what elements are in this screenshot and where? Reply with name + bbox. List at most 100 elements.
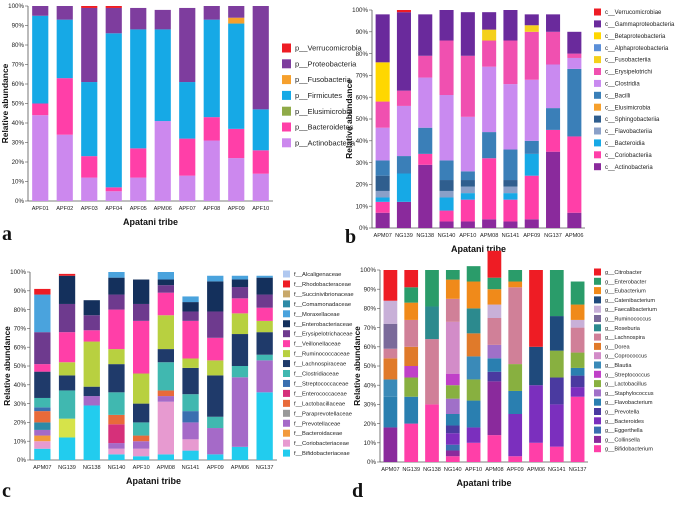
legend-label: c__Betaproteobacteria	[605, 34, 666, 40]
bar-segment	[182, 422, 199, 440]
bar-segment	[549, 350, 564, 378]
legend-label: c__Fusobacteriia	[605, 58, 651, 64]
bar-segment	[252, 109, 269, 151]
bar-segment	[404, 319, 419, 347]
legend-swatch	[283, 379, 290, 387]
bar-segment	[487, 435, 502, 462]
bar-segment	[133, 403, 150, 423]
bar-segment	[482, 132, 497, 159]
bar-segment	[154, 9, 171, 30]
bar-segment	[256, 277, 273, 295]
legend-swatch	[594, 44, 601, 52]
bar-segment	[182, 367, 199, 395]
legend-swatch	[594, 435, 601, 443]
bar-segment	[487, 344, 502, 359]
bar-segment	[157, 390, 174, 397]
legend-label: c__Erysipelotrichi	[605, 70, 652, 76]
bar-segment	[396, 201, 411, 228]
bar-segment	[56, 19, 73, 79]
legend-label: g__Faecalibacterium	[605, 307, 657, 313]
bar-segment	[445, 373, 460, 386]
bar-segment	[466, 427, 481, 443]
bar-segment	[503, 193, 518, 200]
legend-label: p__Bacteroidetes	[295, 123, 354, 132]
bar-segment	[487, 318, 502, 345]
bar-segment	[570, 387, 585, 397]
bar-segment	[34, 407, 51, 412]
bar-segment	[487, 371, 502, 382]
legend-swatch	[283, 439, 290, 447]
x-tick-label: NG137	[569, 467, 587, 473]
bar-segment	[445, 270, 460, 280]
bar-segment	[81, 7, 98, 83]
legend-swatch	[594, 287, 601, 295]
y-tick-label: 30%	[364, 402, 377, 409]
legend-swatch	[594, 389, 601, 397]
bar-segment	[546, 151, 561, 228]
legend-swatch	[594, 56, 601, 64]
bar-segment	[56, 134, 73, 201]
x-tick-label: APF01	[32, 206, 49, 212]
x-tick-label: NG141	[548, 467, 566, 473]
bar-segment	[383, 358, 398, 380]
legend-swatch	[594, 342, 601, 350]
bar-segment	[439, 180, 454, 191]
bar-segment	[482, 29, 497, 41]
bar-segment	[529, 442, 543, 462]
bar-segment	[203, 19, 220, 118]
bar-segment	[375, 62, 390, 102]
x-tick-label: APM06	[527, 467, 545, 473]
bar-segment	[549, 446, 564, 462]
bar-segment	[108, 272, 125, 278]
bar-segment	[570, 396, 585, 462]
bar-segment	[157, 401, 174, 455]
legend-label: c__Sphingobacteriia	[605, 117, 660, 123]
panel-letter: b	[345, 226, 356, 248]
legend-swatch	[283, 310, 290, 318]
bar-segment	[228, 128, 245, 159]
bar-segment	[482, 40, 497, 67]
x-tick-label: APF04	[105, 206, 122, 212]
bar-segment	[34, 332, 51, 365]
bar-segment	[383, 323, 398, 349]
bar-segment	[570, 327, 585, 353]
legend-label: c__Alphaproteobacteria	[605, 46, 669, 52]
bar-segment	[425, 404, 439, 462]
legend-swatch	[282, 106, 291, 116]
y-tick-label: 100%	[10, 269, 26, 276]
bar-segment	[503, 84, 518, 150]
x-axis-title: Apatani tribe	[451, 244, 506, 254]
bar-segment	[445, 433, 460, 445]
bar-segment	[383, 427, 398, 462]
legend-swatch	[594, 68, 601, 75]
bar-segment	[487, 358, 502, 372]
legend-label: g__Catenibacterium	[605, 298, 655, 304]
bar-segment	[503, 186, 518, 194]
bar-segment	[256, 294, 273, 308]
bar-segment	[508, 364, 523, 391]
bar-segment	[182, 320, 199, 359]
x-tick-label: NG141	[182, 465, 200, 471]
bar-segment	[549, 270, 564, 317]
legend-label: f__Coriobacteriaceae	[294, 441, 349, 447]
bar-segment	[546, 129, 561, 152]
bar-segment	[231, 313, 249, 335]
bar-segment	[133, 373, 150, 404]
bar-segment	[567, 53, 582, 58]
legend-label: g__Prevotella	[605, 409, 640, 415]
legend-label: g__Bacteroides	[605, 419, 644, 425]
legend-swatch	[283, 280, 290, 288]
bar-segment	[466, 379, 481, 401]
bar-segment	[466, 333, 481, 357]
bar-segment	[570, 281, 585, 305]
bar-segment	[570, 352, 585, 368]
bar-segment	[256, 392, 273, 460]
bar-segment	[108, 309, 125, 350]
legend-label: g__Roseburia	[605, 326, 641, 332]
bar-segment	[32, 15, 49, 104]
bar-segment	[34, 441, 51, 449]
legend-swatch	[594, 91, 601, 99]
panel-b: 0% 10% 20% 30% 40% 50% 60% 70% 80% 90% 100% APM07 NG…	[344, 7, 675, 254]
legend-swatch	[594, 370, 601, 378]
legend-label: p__Proteobacteria	[295, 59, 357, 68]
